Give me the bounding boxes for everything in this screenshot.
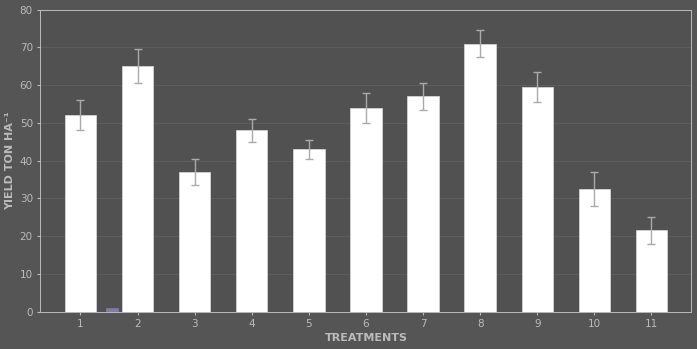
- Bar: [636, 230, 667, 312]
- Bar: [464, 44, 496, 312]
- Bar: [236, 131, 268, 312]
- X-axis label: TREATMENTS: TREATMENTS: [325, 333, 408, 343]
- Bar: [65, 115, 96, 312]
- Bar: [179, 172, 210, 312]
- Y-axis label: YIELD TON HA⁻¹: YIELD TON HA⁻¹: [6, 111, 15, 210]
- Bar: [579, 189, 610, 312]
- Bar: [407, 96, 439, 312]
- Bar: [521, 87, 553, 312]
- Bar: [106, 308, 118, 312]
- Bar: [293, 149, 325, 312]
- Bar: [351, 108, 382, 312]
- Bar: [122, 66, 153, 312]
